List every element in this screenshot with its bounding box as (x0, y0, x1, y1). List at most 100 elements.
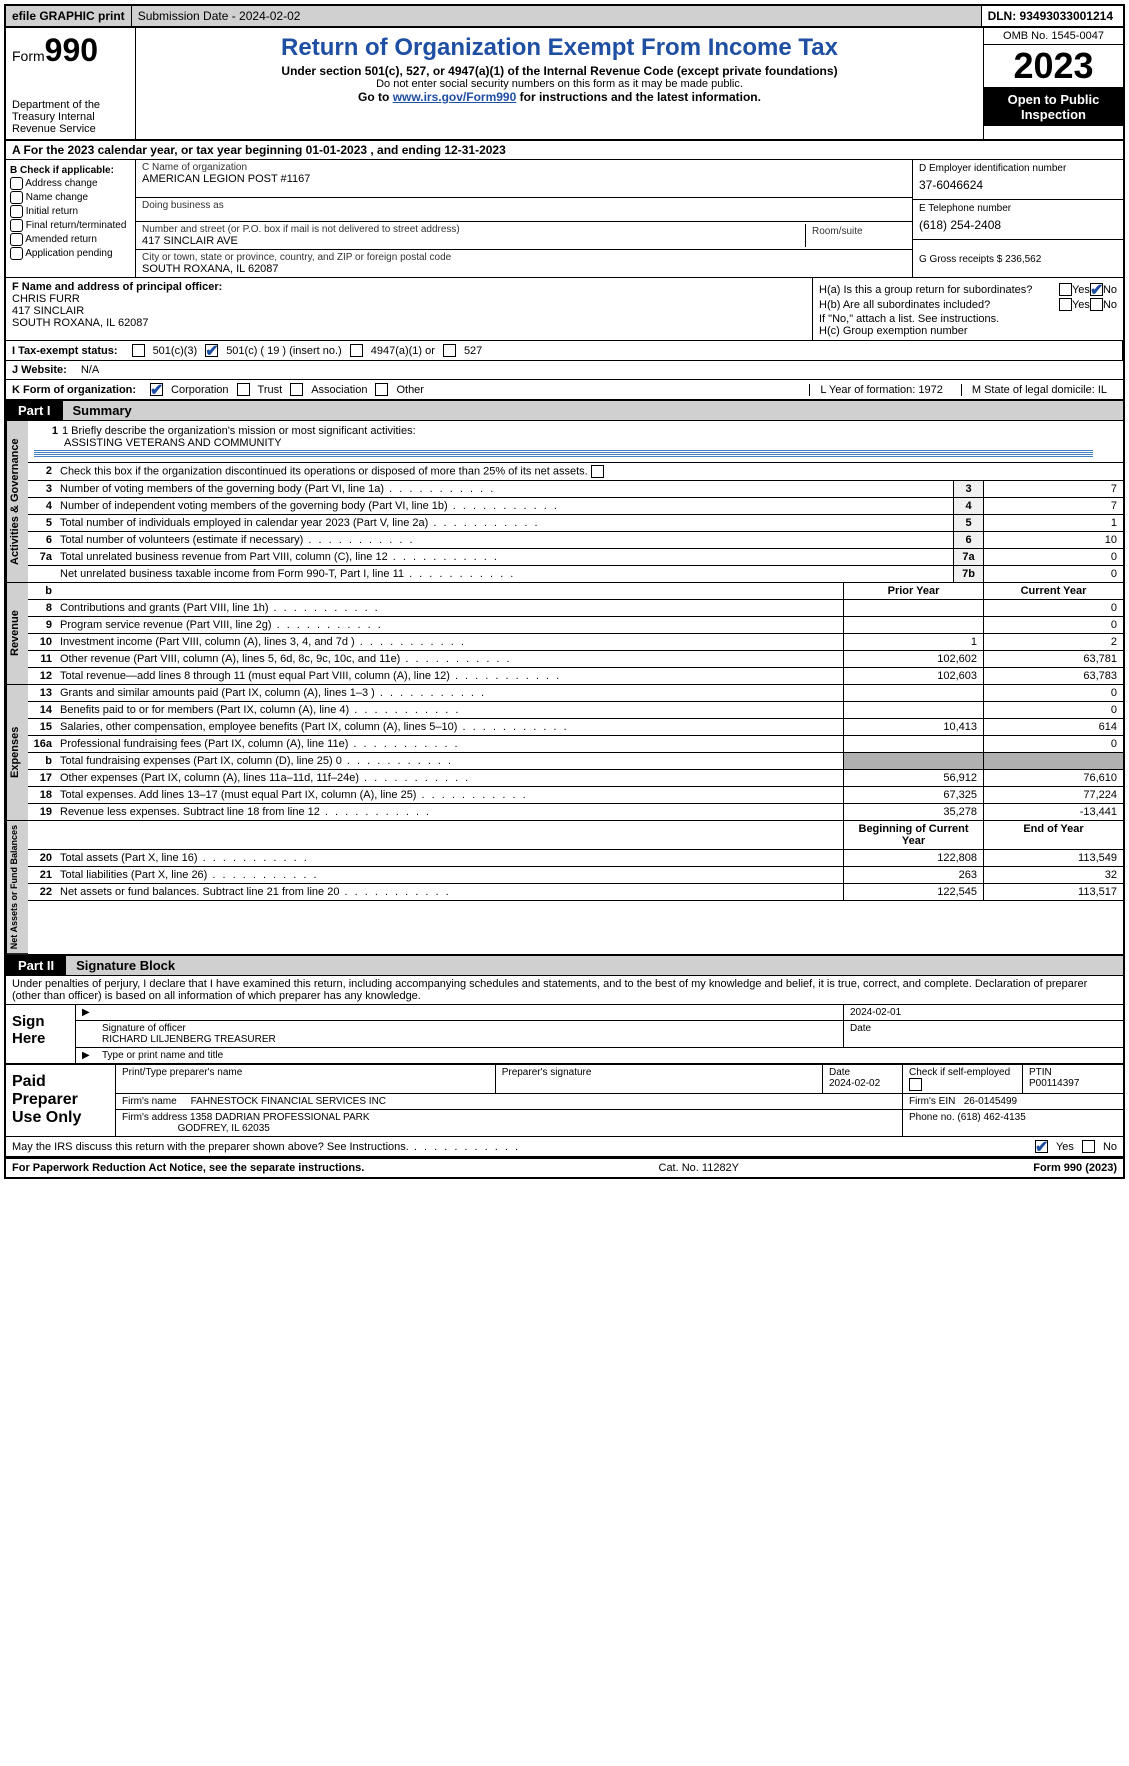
officer-addr1: 417 SINCLAIR (12, 305, 806, 317)
part-2-num: Part II (6, 956, 66, 975)
firm-ein: 26-0145499 (964, 1096, 1017, 1107)
hb-yes[interactable] (1059, 298, 1072, 311)
gross-receipts: 236,562 (1005, 254, 1041, 265)
check-app-pending[interactable] (10, 247, 23, 260)
form-subtitle: Under section 501(c), 527, or 4947(a)(1)… (144, 64, 975, 78)
paid-preparer-label: Paid Preparer Use Only (6, 1065, 116, 1136)
irs-link[interactable]: www.irs.gov/Form990 (393, 90, 517, 104)
self-emp-label: Check if self-employed (909, 1067, 1010, 1078)
firm-name: FAHNESTOCK FINANCIAL SERVICES INC (191, 1096, 386, 1107)
city-state-zip: SOUTH ROXANA, IL 62087 (142, 263, 906, 275)
prep-print-label: Print/Type preparer's name (116, 1065, 496, 1093)
vtab-governance: Activities & Governance (6, 421, 28, 583)
firm-phone: (618) 462-4135 (957, 1112, 1025, 1123)
perjury-declaration: Under penalties of perjury, I declare th… (6, 976, 1123, 1004)
end-year-hdr: End of Year (983, 821, 1123, 849)
check-self-employed[interactable] (909, 1078, 922, 1091)
addr-label: Number and street (or P.O. box if mail i… (142, 224, 805, 235)
mission-block: 11 Briefly describe the organization's m… (28, 421, 1123, 463)
check-527[interactable] (443, 344, 456, 357)
firm-addr1: 1358 DADRIAN PROFESSIONAL PARK (190, 1112, 370, 1123)
table-row: 6Total number of volunteers (estimate if… (28, 532, 1123, 549)
check-trust[interactable] (237, 383, 250, 396)
dba-label: Doing business as (142, 200, 906, 211)
ha-yes[interactable] (1059, 283, 1072, 296)
sig-date: 2024-02-01 (843, 1005, 1123, 1020)
form-footer: Form 990 (2023) (1033, 1162, 1117, 1174)
officer-name: CHRIS FURR (12, 293, 806, 305)
prior-year-hdr: Prior Year (843, 583, 983, 599)
form-header: Form990 Department of the Treasury Inter… (6, 28, 1123, 141)
state-domicile: M State of legal domicile: IL (961, 384, 1117, 396)
room-label: Room/suite (806, 224, 906, 247)
row-k-label: K Form of organization: (12, 384, 136, 396)
row-j-label: J Website: (12, 364, 67, 376)
table-row: 9Program service revenue (Part VIII, lin… (28, 617, 1123, 634)
check-address-change[interactable] (10, 177, 23, 190)
discuss-yes[interactable] (1035, 1140, 1048, 1153)
table-row: 10Investment income (Part VIII, column (… (28, 634, 1123, 651)
check-final-return[interactable] (10, 219, 23, 232)
org-name-label: C Name of organization (142, 162, 906, 173)
table-row: 12Total revenue—add lines 8 through 11 (… (28, 668, 1123, 685)
check-name-change[interactable] (10, 191, 23, 204)
type-name-label: Type or print name and title (96, 1048, 229, 1063)
officer-label: F Name and address of principal officer: (12, 281, 806, 293)
firm-addr2: GODFREY, IL 62035 (178, 1123, 270, 1134)
table-row: 21Total liabilities (Part X, line 26)263… (28, 867, 1123, 884)
year-formation: L Year of formation: 1972 (809, 384, 953, 396)
check-corp[interactable] (150, 383, 163, 396)
current-year-hdr: Current Year (983, 583, 1123, 599)
table-row: bTotal fundraising expenses (Part IX, co… (28, 753, 1123, 770)
ha-no[interactable] (1090, 283, 1103, 296)
pra-notice: For Paperwork Reduction Act Notice, see … (12, 1162, 364, 1174)
table-row: 11Other revenue (Part VIII, column (A), … (28, 651, 1123, 668)
date-label: Date (843, 1021, 1123, 1047)
mission-label: 1 Briefly describe the organization's mi… (62, 425, 416, 437)
check-501c3[interactable] (132, 344, 145, 357)
check-initial-return[interactable] (10, 205, 23, 218)
box-d: D Employer identification number37-60466… (913, 160, 1123, 277)
row-a-tax-year: A For the 2023 calendar year, or tax yea… (6, 141, 1123, 160)
officer-sig-name: RICHARD LILJENBERG TREASURER (102, 1034, 276, 1045)
form-title: Return of Organization Exempt From Incom… (144, 34, 975, 62)
table-row: 4Number of independent voting members of… (28, 498, 1123, 515)
part-1-num: Part I (6, 401, 63, 420)
hb-no[interactable] (1090, 298, 1103, 311)
check-501c[interactable] (205, 344, 218, 357)
ha-label: H(a) Is this a group return for subordin… (819, 284, 1059, 296)
part-2-title: Signature Block (66, 956, 1123, 975)
vtab-expenses: Expenses (6, 685, 28, 821)
efile-print-button[interactable]: efile GRAPHIC print (6, 6, 132, 26)
officer-addr2: SOUTH ROXANA, IL 62087 (12, 317, 806, 329)
prep-date: 2024-02-02 (829, 1078, 880, 1089)
check-amended[interactable] (10, 233, 23, 246)
box-b-title: B Check if applicable: (10, 165, 131, 176)
open-inspection: Open to Public Inspection (984, 88, 1123, 126)
box-h: H(a) Is this a group return for subordin… (813, 278, 1123, 340)
discuss-question: May the IRS discuss this return with the… (12, 1141, 520, 1153)
omb-number: OMB No. 1545-0047 (984, 28, 1123, 45)
form-prefix: Form (12, 48, 45, 64)
gross-label: G Gross receipts $ (919, 254, 1005, 265)
table-row: Net unrelated business taxable income fr… (28, 566, 1123, 583)
check-other[interactable] (375, 383, 388, 396)
sign-here-label: Sign Here (6, 1005, 76, 1063)
tel-value: (618) 254-2408 (919, 214, 1117, 236)
ssn-note: Do not enter social security numbers on … (144, 78, 975, 90)
table-row: 20Total assets (Part X, line 16)122,8081… (28, 850, 1123, 867)
table-row: 13Grants and similar amounts paid (Part … (28, 685, 1123, 702)
cat-number: Cat. No. 11282Y (364, 1162, 1033, 1174)
check-assoc[interactable] (290, 383, 303, 396)
goto-pre: Go to (358, 90, 393, 104)
line-2-check[interactable] (591, 465, 604, 478)
dept-treasury: Department of the Treasury Internal Reve… (12, 99, 129, 135)
hb-label: H(b) Are all subordinates included? (819, 299, 1059, 311)
top-bar: efile GRAPHIC print Submission Date - 20… (6, 6, 1123, 28)
check-4947[interactable] (350, 344, 363, 357)
vtab-revenue: Revenue (6, 583, 28, 685)
discuss-no[interactable] (1082, 1140, 1095, 1153)
table-row: 8Contributions and grants (Part VIII, li… (28, 600, 1123, 617)
table-row: 5Total number of individuals employed in… (28, 515, 1123, 532)
table-row: 7aTotal unrelated business revenue from … (28, 549, 1123, 566)
